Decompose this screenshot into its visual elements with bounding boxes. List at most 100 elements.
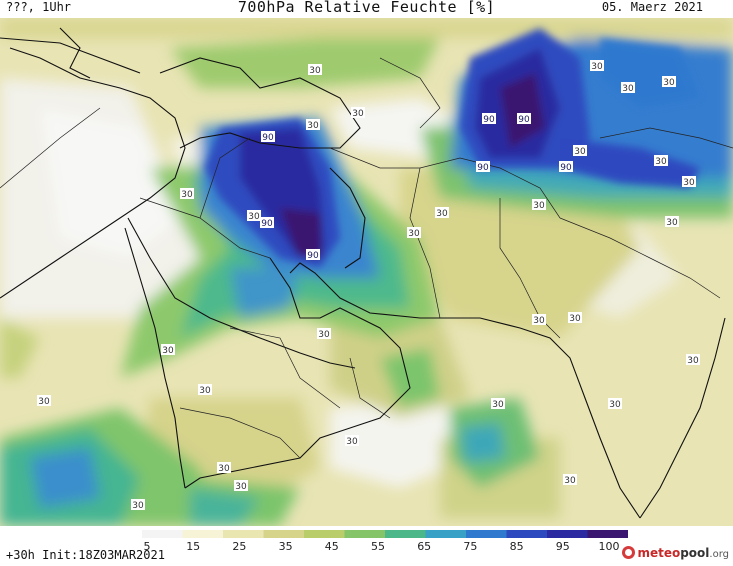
colorbar-segment [223,530,264,538]
contour-label: 30 [37,395,51,407]
svg-text:30: 30 [574,147,586,157]
colorbar-tick-label: 5 [143,540,151,553]
colorbar [142,530,628,538]
colorbar-tick-label: 55 [371,540,385,553]
svg-text:30: 30 [346,437,358,447]
svg-text:90: 90 [477,163,489,173]
contour-label: 30 [345,435,359,447]
colorbar-tick-label: 65 [417,540,432,553]
svg-text:30: 30 [655,157,667,167]
colorbar-segments [142,530,628,538]
contour-label: 30 [590,60,604,72]
svg-text:30: 30 [199,386,211,396]
svg-text:90: 90 [261,219,273,229]
svg-text:30: 30 [162,346,174,356]
svg-text:30: 30 [352,109,364,119]
map-title: 700hPa Relative Feuchte [%] [237,0,496,16]
svg-text:30: 30 [307,121,319,131]
colorbar-tick-label: 45 [324,540,339,553]
svg-text:30: 30 [687,356,699,366]
svg-text:30: 30 [666,218,678,228]
colorbar-segment [304,530,345,538]
contour-label: 30 [217,462,231,474]
contour-label: 30 [665,216,679,228]
svg-text:30: 30 [492,400,504,410]
contour-label: 30 [621,82,635,94]
svg-text:30: 30 [318,330,330,340]
contour-label: 30 [662,76,676,88]
colorbar-segment [587,530,628,538]
contour-label: 30 [247,210,261,222]
contour-label: 90 [306,249,320,261]
colorbar-segment [547,530,588,538]
colorbar-tick-label: 85 [509,540,524,553]
colorbar-segment [425,530,467,538]
colorbar-tick-label: 100 [598,540,620,553]
contour-label: 90 [517,113,531,125]
contour-label: 30 [180,188,194,200]
contour-label: 30 [682,176,696,188]
contour-label: 30 [435,207,449,219]
svg-text:30: 30 [218,464,230,474]
country-borders [0,57,733,459]
contour-label: 90 [261,131,275,143]
forecast-time-label: ???, 1Uhr [6,0,72,14]
contour-label: 90 [260,217,274,229]
svg-text:90: 90 [262,133,274,143]
contour-label: 30 [568,312,582,324]
svg-text:30: 30 [235,482,247,492]
valid-date-label: 05. Maerz 2021 [601,0,703,14]
init-time-label: +30h Init:18Z03MAR2021 [6,548,165,562]
colorbar-ticks: 5 15 25 35 45 55 65 75 85 95 100 [0,540,733,554]
coastlines [0,27,726,519]
colorbar-tick-label: 95 [555,540,570,553]
contour-label: 30 [161,344,175,356]
svg-text:30: 30 [309,66,321,76]
svg-text:30: 30 [609,400,621,410]
colorbar-tick-label: 75 [463,540,478,553]
footer: 5 15 25 35 45 55 65 75 85 95 100 +30h Init:18Z03MA… [0,526,733,566]
svg-text:30: 30 [533,201,545,211]
logo-text-pool: pool [680,546,710,560]
contour-label: 30 [491,398,505,410]
contour-label: 30 [351,107,365,119]
svg-text:30: 30 [591,62,603,72]
contour-label: 30 [308,64,322,76]
svg-text:90: 90 [307,251,319,261]
colorbar-segment [263,530,305,538]
colorbar-segment [182,530,224,538]
svg-text:90: 90 [560,163,572,173]
svg-text:30: 30 [181,190,193,200]
colorbar-tick-label: 25 [232,540,247,553]
svg-text:30: 30 [408,229,420,239]
contour-label: 30 [306,119,320,131]
svg-text:30: 30 [436,209,448,219]
contour-label: 30 [573,145,587,157]
contour-label: 90 [482,113,496,125]
meteopool-logo[interactable]: meteopool.org [622,546,729,560]
logo-text-meteo: meteo [637,546,681,560]
svg-text:30: 30 [622,84,634,94]
svg-text:30: 30 [663,78,675,88]
colorbar-segment [466,530,507,538]
svg-text:30: 30 [683,178,695,188]
contour-label: 30 [532,314,546,326]
svg-text:30: 30 [569,314,581,324]
contour-label: 90 [476,161,490,173]
svg-text:30: 30 [38,397,50,407]
logo-text-org: .org [709,549,729,560]
contour-label: 30 [131,499,145,511]
contour-label: 30 [608,398,622,410]
svg-text:90: 90 [518,115,530,125]
contour-label: 30 [563,474,577,486]
colorbar-segment [506,530,548,538]
svg-text:90: 90 [483,115,495,125]
svg-text:30: 30 [533,316,545,326]
svg-text:30: 30 [564,476,576,486]
colorbar-segment [385,530,426,538]
contour-label: 30 [532,199,546,211]
colorbar-tick-label: 35 [278,540,293,553]
contour-label: 30 [234,480,248,492]
